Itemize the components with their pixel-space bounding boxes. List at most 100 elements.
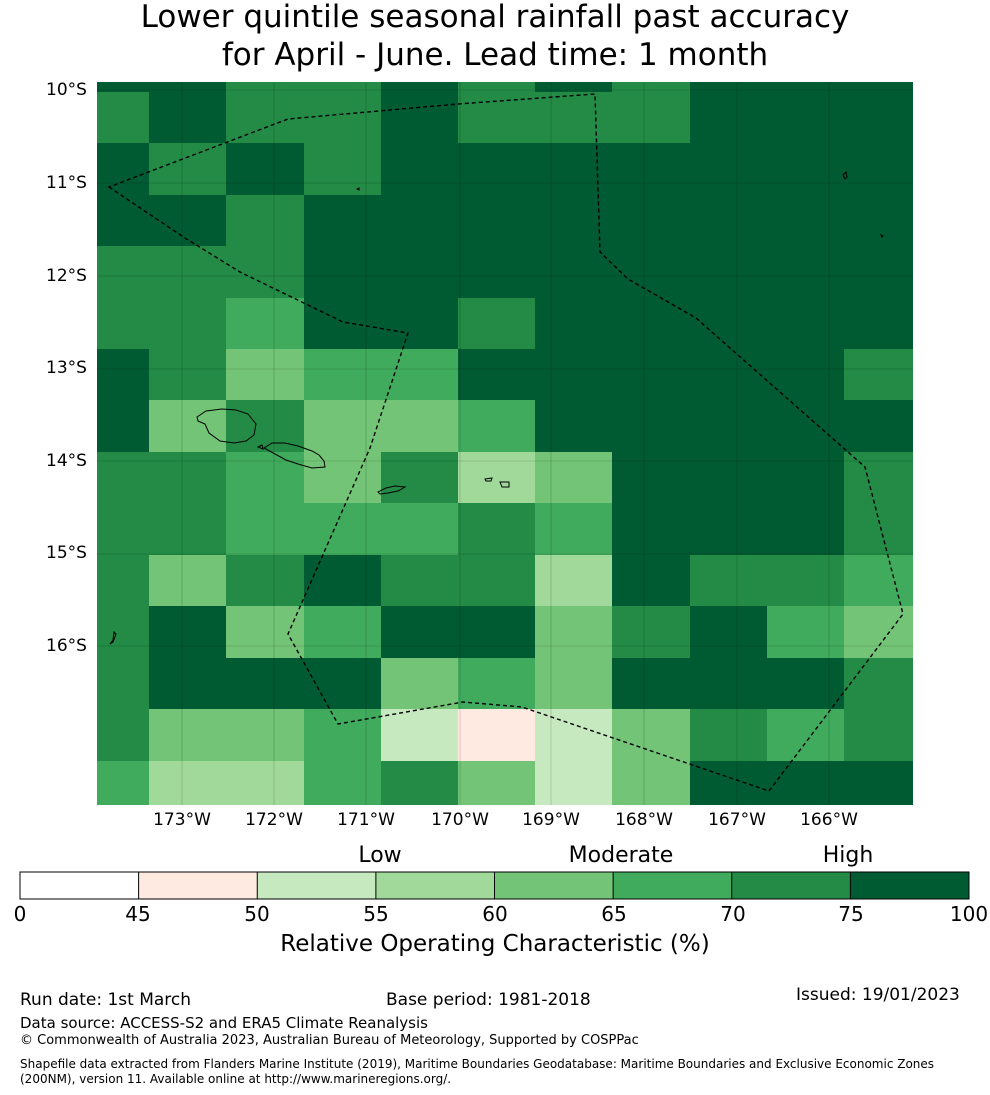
category-moderate: Moderate (568, 843, 674, 868)
grid-cell (149, 761, 226, 805)
lat-label-13s: 13°S (46, 358, 87, 378)
grid-cell (844, 246, 913, 298)
lon-label-166w: 166°W (800, 810, 858, 830)
grid-cell (844, 195, 913, 246)
grid-cell (381, 709, 458, 761)
grid-cell (149, 606, 226, 658)
east-islet (879, 233, 884, 238)
grid-cell (97, 503, 149, 555)
grid-cell (690, 349, 767, 400)
colorbar-bin (138, 872, 258, 899)
copyright: © Commonwealth of Australia 2023, Austra… (20, 1033, 639, 1048)
grid-cell (97, 400, 149, 452)
grid-cell (381, 606, 458, 658)
grid-cell (149, 298, 226, 349)
grid-cell (149, 143, 226, 195)
grid-cell (226, 246, 304, 298)
grid-cell (226, 298, 304, 349)
grid-cell (97, 195, 149, 246)
colorbar-bin (613, 872, 732, 899)
grid-cell (535, 246, 612, 298)
grid-cell (226, 195, 304, 246)
data-source: Data source: ACCESS-S2 and ERA5 Climate … (20, 1014, 428, 1032)
tutuila-island (377, 485, 407, 495)
grid-cell (844, 82, 913, 92)
colorbar-bin (731, 872, 851, 899)
grid-cell (226, 82, 304, 92)
grid-cell (535, 92, 612, 143)
lat-label-11s: 11°S (46, 173, 87, 193)
grid-cell (767, 658, 844, 709)
grid-cell (97, 555, 149, 606)
colorbar-tick-55: 55 (363, 902, 389, 926)
colorbar-tick-50: 50 (244, 902, 270, 926)
grid-cell (535, 143, 612, 195)
grid-cell (458, 246, 535, 298)
swains-island (355, 187, 360, 191)
colorbar-tick-65: 65 (601, 902, 627, 926)
grid-cell (612, 246, 690, 298)
grid-cell (381, 349, 458, 400)
grid-cell (97, 298, 149, 349)
grid-cell (97, 761, 149, 805)
grid-cell (690, 555, 767, 606)
grid-cell (767, 143, 844, 195)
grid-cell (844, 761, 913, 805)
colorbar-bin (850, 872, 969, 899)
grid-cell (535, 709, 612, 761)
grid-cell (381, 503, 458, 555)
grid-cell (458, 349, 535, 400)
colorbar-tick-0: 0 (13, 902, 27, 926)
tau-island (499, 481, 510, 488)
colorbar-bin (375, 872, 495, 899)
grid-cell (304, 709, 381, 761)
colorbar-title: Relative Operating Characteristic (%) (280, 931, 710, 957)
base-period: Base period: 1981-2018 (386, 990, 591, 1010)
grid-cell (767, 195, 844, 246)
lat-label-16s: 16°S (46, 636, 87, 656)
grid-cell (381, 555, 458, 606)
colorbar-tick-100: 100 (949, 902, 989, 926)
grid-cell (844, 349, 913, 400)
grid-cell (458, 143, 535, 195)
grid-cell (612, 82, 690, 92)
grid-cell (535, 400, 612, 452)
northeast-atoll (842, 170, 848, 180)
grid-cell (612, 92, 690, 143)
lon-label-173w: 173°W (153, 810, 211, 830)
grid-cell (381, 452, 458, 503)
grid-cell (767, 503, 844, 555)
grid-cell (149, 555, 226, 606)
grid-cell (458, 400, 535, 452)
grid-cell (226, 761, 304, 805)
colorbar-bin (257, 872, 376, 899)
grid-cell (458, 761, 535, 805)
grid-cell (535, 452, 612, 503)
grid-cell (149, 452, 226, 503)
grid-cell (304, 246, 381, 298)
grid-cell (97, 658, 149, 709)
grid-cell (612, 555, 690, 606)
grid-cell (458, 709, 535, 761)
title-line-2: for April - June. Lead time: 1 month (221, 37, 769, 73)
grid-cell (149, 349, 226, 400)
colorbar-outline (19, 871, 970, 900)
grid-cell (149, 400, 226, 452)
grid-cell (844, 503, 913, 555)
grid-cell (149, 503, 226, 555)
grid-cell (844, 143, 913, 195)
grid-cell (612, 503, 690, 555)
lat-label-10s: 10°S (46, 80, 87, 100)
grid-cell (149, 82, 226, 92)
grid-cell (149, 658, 226, 709)
grid-cell (612, 400, 690, 452)
grid-cell (304, 606, 381, 658)
grid-cell (226, 503, 304, 555)
grid-cell (97, 349, 149, 400)
title-line-1: Lower quintile seasonal rainfall past ac… (140, 0, 850, 35)
lat-label-15s: 15°S (46, 543, 87, 563)
grid-cell (97, 246, 149, 298)
eez-boundary (107, 93, 904, 792)
grid-cell (767, 709, 844, 761)
